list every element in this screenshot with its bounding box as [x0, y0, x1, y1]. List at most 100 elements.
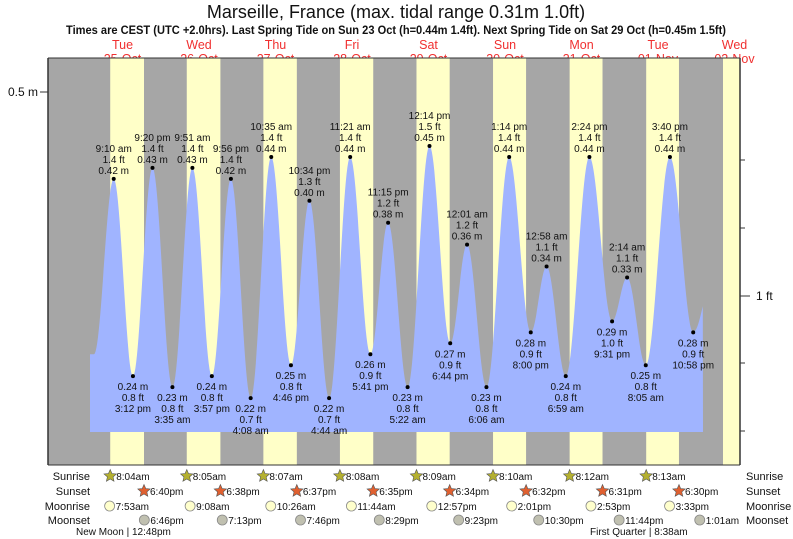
low-tide-m: 0.27 m: [435, 349, 466, 360]
moon-phase-first-quarter: First Quarter | 8:38am: [590, 527, 688, 538]
low-tide-ft: 0.8 ft: [475, 404, 497, 415]
moonset-icon: [138, 514, 150, 526]
day-name: Wed: [722, 38, 748, 52]
high-tide-time: 12:58 am: [526, 232, 568, 243]
high-tide-ft: 1.5 ft: [418, 122, 440, 133]
moonrise-time: 7:53am: [116, 502, 149, 513]
high-tide-point: [667, 154, 672, 159]
moonrise-icon: [345, 500, 357, 512]
sunset-time: 6:38pm: [226, 487, 259, 498]
low-tide-m: 0.24 m: [118, 382, 149, 393]
high-tide-ft: 1.4 ft: [181, 144, 203, 155]
high-tide-ft: 1.4 ft: [659, 133, 681, 144]
low-tide-ft: 0.9 ft: [682, 349, 704, 360]
sunrise-time: 8:12am: [576, 472, 609, 483]
sunset-time: 6:35pm: [379, 487, 412, 498]
moonset-icon: [216, 514, 228, 526]
day-name: Thu: [265, 38, 287, 52]
sunrise-time: 8:09am: [422, 472, 455, 483]
high-tide-ft: 1.4 ft: [141, 144, 163, 155]
low-tide-ft: 0.9 ft: [439, 360, 461, 371]
moonset-time: 7:46pm: [307, 516, 340, 527]
high-tide-point: [507, 154, 512, 159]
low-tide-m: 0.25 m: [630, 371, 661, 382]
low-tide-point: [170, 385, 175, 390]
moonset-row-label: Moonset: [48, 515, 90, 527]
low-tide-time: 5:22 am: [390, 415, 426, 426]
sunrise-time: 8:10am: [499, 472, 532, 483]
low-tide-m: 0.28 m: [515, 338, 546, 349]
high-tide-ft: 1.4 ft: [220, 155, 242, 166]
low-tide-point: [691, 330, 696, 335]
high-tide-ft: 1.4 ft: [260, 133, 282, 144]
low-tide-ft: 0.8 ft: [280, 382, 302, 393]
high-tide-m: 0.33 m: [612, 265, 643, 276]
moonrise-time: 2:53pm: [597, 502, 630, 513]
low-tide-point: [484, 385, 489, 390]
low-tide-point: [405, 385, 410, 390]
high-tide-m: 0.43 m: [177, 155, 208, 166]
high-tide-time: 1:14 pm: [491, 122, 527, 133]
sunrise-row-label-right: Sunrise: [746, 471, 783, 483]
high-tide-ft: 1.4 ft: [498, 133, 520, 144]
high-tide-ft: 1.4 ft: [103, 155, 125, 166]
sunrise-row-label: Sunrise: [53, 471, 90, 483]
moonrise-icon: [664, 500, 675, 512]
sunset-time: 6:34pm: [456, 487, 489, 498]
low-tide-ft: 0.8 ft: [161, 404, 183, 415]
high-tide-m: 0.43 m: [137, 155, 168, 166]
sunset-icon: [595, 483, 610, 497]
low-tide-point: [327, 396, 332, 401]
moonset-time: 1:01am: [706, 516, 739, 527]
sunset-icon: [442, 483, 457, 497]
daylight-band-partial: [723, 58, 740, 465]
low-tide-time: 4:08 am: [233, 426, 269, 437]
moonset-time: 10:30pm: [545, 516, 584, 527]
moonrise-icon: [426, 500, 438, 512]
sunrise-icon: [256, 468, 271, 482]
moonrise-icon: [265, 500, 277, 512]
moonrise-row-label-right: Moonrise: [746, 501, 791, 513]
low-tide-ft: 0.7 ft: [240, 415, 262, 426]
moonset-row-label-right: Moonset: [746, 515, 788, 527]
high-tide-time: 9:56 pm: [213, 144, 249, 155]
low-tide-time: 10:58 pm: [672, 360, 714, 371]
low-tide-time: 3:35 am: [154, 415, 190, 426]
day-name: Tue: [112, 38, 133, 52]
high-tide-point: [386, 220, 391, 225]
moonset-icon: [694, 514, 706, 526]
moonrise-time: 9:08am: [196, 502, 229, 513]
high-tide-time: 9:10 am: [96, 144, 132, 155]
low-tide-point: [209, 374, 214, 379]
sunrise-time: 8:07am: [269, 472, 302, 483]
high-tide-m: 0.44 m: [256, 144, 287, 155]
low-tide-time: 4:44 am: [311, 426, 347, 437]
high-tide-point: [228, 176, 233, 181]
low-tide-point: [248, 396, 253, 401]
high-tide-point: [307, 198, 312, 203]
moonrise-time: 12:57pm: [438, 502, 477, 513]
low-tide-ft: 0.9 ft: [359, 371, 381, 382]
low-tide-point: [130, 374, 135, 379]
high-tide-m: 0.44 m: [335, 144, 366, 155]
low-tide-m: 0.28 m: [678, 338, 709, 349]
moonset-time: 6:46pm: [150, 516, 183, 527]
moonrise-icon: [104, 500, 116, 512]
sunset-time: 6:31pm: [609, 487, 642, 498]
high-tide-m: 0.42 m: [98, 166, 129, 177]
high-tide-point: [348, 154, 353, 159]
low-tide-time: 9:31 pm: [594, 349, 630, 360]
low-tide-time: 5:41 pm: [352, 382, 388, 393]
high-tide-time: 2:24 pm: [571, 122, 607, 133]
high-tide-time: 9:51 am: [174, 133, 210, 144]
high-tide-ft: 1.1 ft: [535, 243, 557, 254]
high-tide-time: 11:15 pm: [368, 188, 409, 199]
moonrise-time: 11:44am: [357, 502, 395, 513]
chart-subtitle: Times are CEST (UTC +2.0hrs). Last Sprin…: [66, 25, 726, 37]
sunrise-icon: [562, 468, 577, 482]
high-tide-m: 0.44 m: [494, 144, 525, 155]
low-tide-ft: 0.8 ft: [122, 393, 144, 404]
low-tide-time: 6:59 am: [548, 404, 584, 415]
low-tide-point: [288, 363, 293, 368]
